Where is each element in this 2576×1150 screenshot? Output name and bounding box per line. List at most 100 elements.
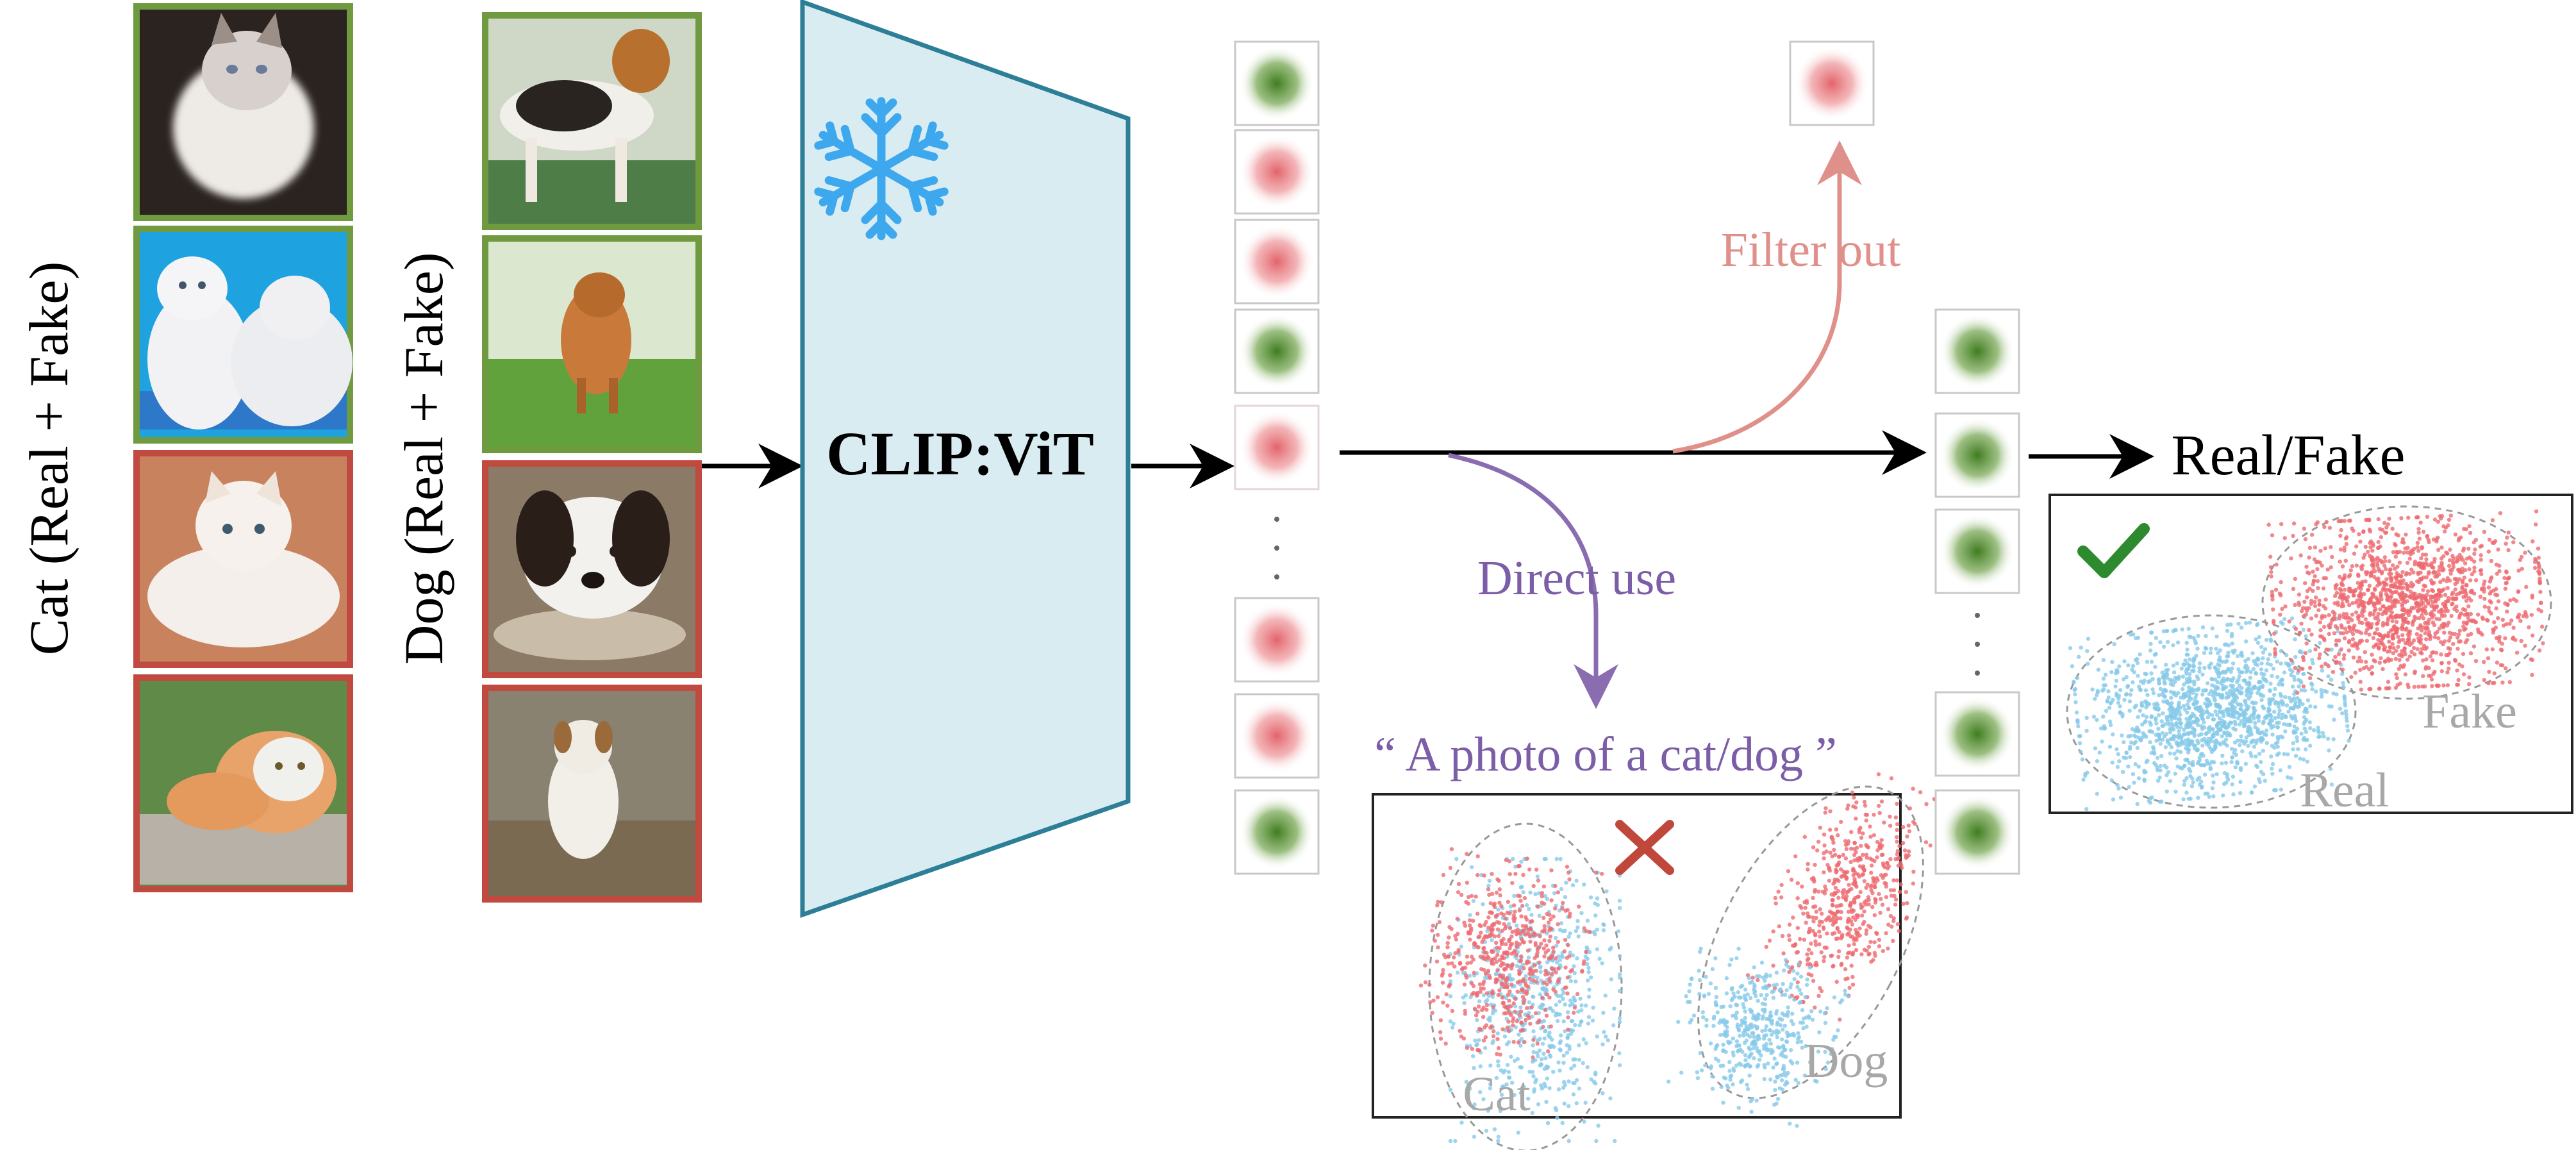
dog-point-red — [1862, 799, 1867, 804]
real-point — [2131, 680, 2135, 685]
dog-point-red — [1862, 879, 1866, 883]
real-point — [2272, 724, 2276, 729]
cat-point-blue — [1448, 994, 1453, 999]
fake-point — [2268, 554, 2273, 559]
fake-point — [2523, 610, 2528, 615]
cat-point-red — [1521, 1001, 1526, 1006]
real-point — [2239, 719, 2243, 724]
real-point — [2186, 797, 2191, 801]
dog-point-red — [1787, 970, 1791, 974]
cat-point-blue — [1585, 1065, 1590, 1070]
fake-point — [2341, 612, 2346, 617]
cat-point-blue — [1543, 1084, 1548, 1088]
dog-point-red — [1834, 904, 1839, 909]
dog-point-blue — [1747, 1047, 1752, 1052]
dog-point-blue — [1823, 1049, 1827, 1054]
fake-point — [2441, 601, 2445, 606]
dog-point-blue — [1697, 949, 1702, 954]
real-point — [2234, 753, 2238, 758]
dog-point-blue — [1795, 1124, 1799, 1128]
cat-point-red — [1549, 1024, 1553, 1029]
cat-point-red — [1490, 892, 1495, 896]
real-point — [2287, 663, 2291, 668]
cat-point-blue — [1547, 1044, 1552, 1048]
fake-point — [2467, 567, 2472, 572]
fake-point — [2393, 575, 2398, 579]
cat-point-red — [1541, 946, 1546, 951]
real-point — [2231, 774, 2236, 779]
dog-point-blue — [1768, 973, 1772, 978]
cat-point-blue — [1481, 993, 1486, 997]
cat-point-blue — [1591, 930, 1596, 935]
real-point — [2154, 701, 2159, 706]
real-point — [2289, 776, 2293, 781]
real-point — [2279, 649, 2284, 653]
cat-point-blue — [1569, 1066, 1574, 1071]
real-point — [2275, 753, 2280, 757]
dog-point-red — [1828, 918, 1832, 923]
real-point — [2179, 666, 2184, 671]
fake-point — [2446, 523, 2450, 528]
cat-point-blue — [1468, 1087, 1472, 1091]
real-point — [2191, 663, 2196, 668]
real-point — [2217, 671, 2222, 676]
dog-point-red — [1779, 883, 1784, 887]
dog-point-red — [1805, 952, 1809, 957]
fake-point — [2472, 540, 2476, 545]
real-point — [2191, 658, 2196, 662]
cat-point-red — [1503, 916, 1508, 921]
cat-point-blue — [1547, 1086, 1552, 1090]
cat-point-red — [1528, 1021, 1533, 1026]
cat-point-blue — [1531, 1074, 1536, 1079]
cat-point-blue — [1564, 880, 1568, 885]
fake-point — [2375, 627, 2379, 631]
cat-point-blue — [1499, 1068, 1503, 1072]
dog-point-blue — [1799, 1039, 1804, 1044]
dog-point-blue — [1792, 1033, 1797, 1038]
cat-point-blue — [1566, 1138, 1571, 1144]
fake-point — [2367, 528, 2372, 532]
dog-point-blue — [1711, 1016, 1716, 1021]
dog-point-blue — [1774, 971, 1779, 975]
cat-point-red — [1551, 946, 1556, 950]
real-point — [2123, 756, 2129, 760]
real-point — [2216, 674, 2221, 679]
real-point — [2211, 690, 2216, 695]
real-point — [2282, 617, 2287, 622]
fake-point — [2313, 599, 2317, 604]
real-point — [2126, 663, 2131, 668]
real-point — [2207, 692, 2212, 696]
fake-point — [2382, 521, 2387, 525]
dog-point-blue — [1754, 994, 1758, 999]
cat-point-blue — [1594, 1138, 1599, 1144]
cat-point-blue — [1496, 907, 1500, 912]
cat-point-red — [1520, 995, 1525, 999]
real-point — [2188, 657, 2192, 662]
dog-point-blue — [1763, 997, 1768, 1001]
real-point — [2293, 654, 2298, 660]
fake-point — [2529, 613, 2534, 617]
dog-point-blue — [1744, 1038, 1749, 1043]
real-point — [2075, 719, 2080, 723]
cat-point-red — [1511, 1023, 1515, 1028]
cat-point-red — [1540, 929, 1545, 934]
fake-point — [2314, 613, 2318, 618]
dog-point-red — [1806, 862, 1810, 867]
dog-point-red — [1852, 847, 1857, 851]
cat-point-red — [1458, 1028, 1462, 1033]
real-point — [2196, 676, 2200, 681]
cat-point-blue — [1571, 1057, 1575, 1062]
cat-point-red — [1497, 901, 1502, 905]
cat-point-red — [1512, 919, 1517, 924]
real-point — [2222, 781, 2227, 787]
fake-point — [2323, 576, 2329, 581]
real-point — [2158, 763, 2163, 769]
dog-point-red — [1787, 922, 1792, 927]
feature-token-green — [1234, 308, 1320, 394]
real-cluster-boundary — [2066, 614, 2357, 809]
cat-point-blue — [1495, 1031, 1500, 1036]
fake-point — [2455, 668, 2459, 673]
real-point — [2190, 762, 2195, 767]
real-point — [2138, 652, 2142, 657]
fake-point — [2393, 584, 2397, 588]
